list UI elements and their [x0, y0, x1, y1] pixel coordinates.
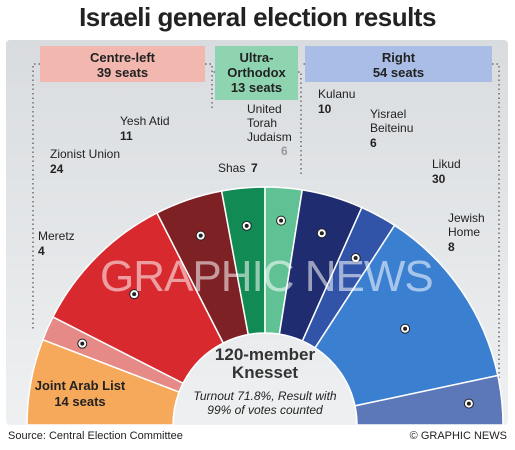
label-name-jewish-home: Home	[448, 225, 480, 239]
label-name-shas: Shas	[218, 161, 245, 175]
label-seats-jewish-home: 8	[448, 240, 455, 254]
marker-dot-kulanu	[319, 231, 324, 236]
bloc-bracket-uo-right	[298, 71, 302, 175]
marker-dot-yisrael-beiteinu	[353, 256, 358, 261]
marker-dot-meretz	[80, 341, 85, 346]
label-seats-joint-arab-list: 14 seats	[54, 394, 105, 409]
label-seats-united-torah-judaism: 6	[281, 144, 288, 158]
bloc-name-centre-left: Centre-left	[90, 50, 156, 65]
bloc-seats-centre-left: 39 seats	[97, 65, 148, 80]
marker-dot-jewish-home	[466, 401, 471, 406]
bloc-name-ultra-orthodox: Orthodox	[227, 65, 286, 80]
marker-dot-shas	[244, 223, 249, 228]
bloc-seats-right: 54 seats	[373, 65, 424, 80]
wedge-likud	[314, 224, 499, 407]
label-name-yesh-atid: Yesh Atid	[120, 114, 170, 128]
marker-dot-yesh-atid	[198, 233, 203, 238]
label-name-united-torah-judaism: United	[247, 102, 282, 116]
credit-note: © GRAPHIC NEWS	[409, 430, 507, 442]
label-seats-kulanu: 10	[318, 102, 332, 116]
label-name-yisrael-beiteinu: Yisrael	[370, 107, 406, 121]
label-seats-likud: 30	[432, 172, 446, 186]
page-title: Israeli general election results	[79, 2, 436, 32]
bloc-bracket-right	[492, 63, 500, 395]
center-note-line2: 99% of votes counted	[207, 403, 323, 417]
label-name-united-torah-judaism: Torah	[247, 116, 277, 130]
label-seats-zionist-union: 24	[50, 162, 64, 176]
bloc-name-ultra-orthodox: Ultra-	[240, 50, 274, 65]
source-note: Source: Central Election Committee	[8, 430, 183, 442]
marker-dot-united-torah-judaism	[279, 218, 284, 223]
label-seats-yesh-atid: 11	[120, 129, 133, 143]
label-seats-shas: 7	[251, 161, 258, 175]
watermark-text: GRAPHIC NEWS	[100, 252, 434, 301]
center-title-line1: 120-member	[215, 345, 316, 364]
label-name-jewish-home: Jewish	[448, 211, 485, 225]
bloc-box-right	[305, 46, 492, 82]
marker-dot-likud	[403, 326, 408, 331]
wedge-jewish-home	[354, 374, 504, 426]
label-seats-yisrael-beiteinu: 6	[370, 136, 377, 150]
bloc-name-right: Right	[382, 50, 416, 65]
bloc-bracket-left	[32, 63, 40, 330]
bloc-seats-ultra-orthodox: 13 seats	[231, 80, 282, 95]
bloc-box-centre-left	[40, 46, 205, 82]
label-name-united-torah-judaism: Judaism	[247, 130, 292, 144]
label-name-meretz: Meretz	[38, 229, 75, 243]
label-name-yisrael-beiteinu: Beiteinu	[370, 121, 413, 135]
center-title-line2: Knesset	[232, 363, 298, 382]
label-name-zionist-union: Zionist Union	[50, 147, 120, 161]
label-seats-meretz: 4	[38, 244, 45, 258]
label-name-joint-arab-list: Joint Arab List	[35, 378, 126, 393]
bloc-box-ultra-orthodox	[215, 46, 298, 100]
label-name-likud: Likud	[432, 157, 461, 171]
label-name-kulanu: Kulanu	[318, 87, 355, 101]
center-note-line1: Turnout 71.8%, Result with	[193, 389, 337, 403]
marker-dot-zionist-union	[132, 292, 137, 297]
bloc-bracket-centre-right	[205, 63, 213, 110]
